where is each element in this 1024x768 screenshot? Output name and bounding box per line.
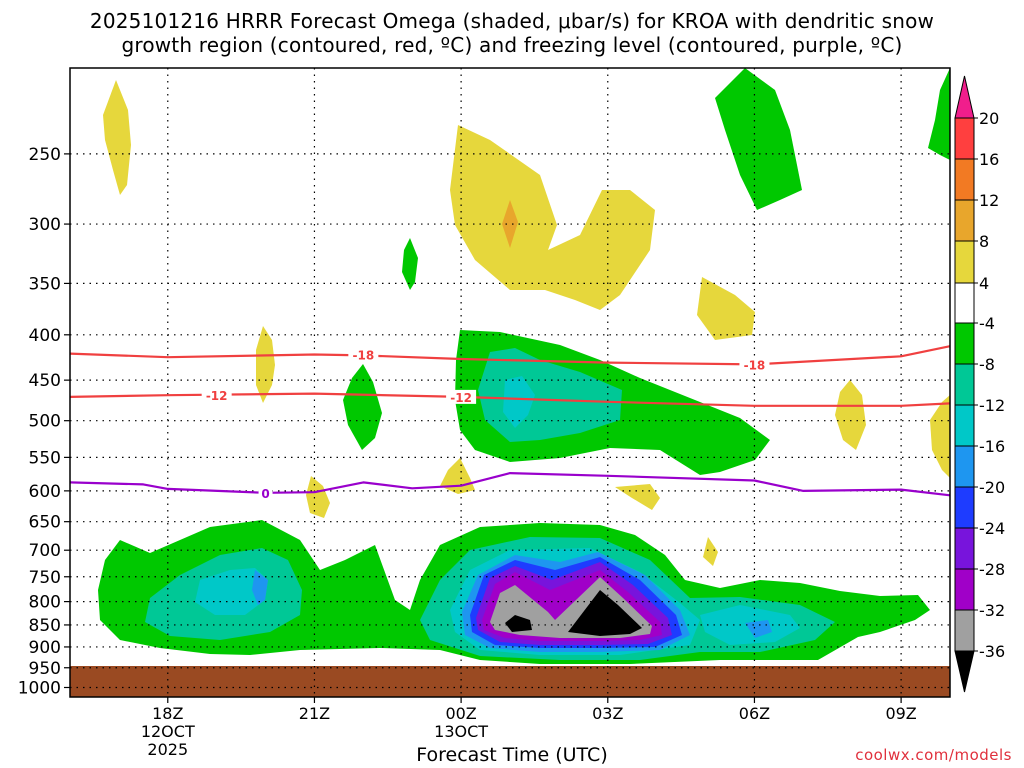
omega-negative-region — [503, 376, 535, 428]
colorbar-segment — [954, 240, 975, 284]
omega-shading — [70, 68, 950, 697]
colorbar: 20 16 12 8 4 -4 -8 -12 -16 -20 -24 -28 -32 -36 — [954, 75, 1005, 693]
colorbar-label: 4 — [979, 274, 989, 293]
y-tick-label: 250 — [29, 145, 61, 165]
colorbar-label: -16 — [979, 437, 1005, 456]
x-tick-label: 12OCT — [141, 722, 195, 741]
omega-negative-region — [343, 364, 382, 450]
colorbar-segment — [954, 282, 975, 324]
contour-label-bg — [739, 357, 770, 372]
colorbar-label: 20 — [979, 109, 999, 128]
colorbar-label: -24 — [979, 519, 1005, 538]
omega-negative-region — [928, 68, 950, 160]
x-tick-label: 03Z — [592, 704, 623, 723]
colorbar-label: 12 — [979, 191, 999, 210]
y-tick-label: 900 — [29, 638, 61, 658]
credit-link[interactable]: coolwx.com/models — [855, 746, 1012, 764]
y-tick-label: 500 — [29, 412, 61, 432]
colorbar-segment — [954, 199, 975, 242]
y-tick-label: 750 — [29, 568, 61, 588]
colorbar-segment — [954, 527, 975, 570]
y-tick-label: 600 — [29, 482, 61, 502]
omega-positive-region — [697, 277, 755, 340]
y-tick-label: 950 — [29, 659, 61, 679]
colorbar-segment — [954, 404, 975, 447]
y-tick-label: 350 — [29, 274, 61, 294]
y-tick-label: 450 — [29, 371, 61, 391]
contour-label-bg — [348, 347, 379, 362]
omega-negative-region — [195, 568, 268, 615]
colorbar-segment — [954, 445, 975, 488]
contour-label: -12 — [206, 389, 228, 403]
colorbar-segment — [954, 158, 975, 201]
colorbar-label: -20 — [979, 478, 1005, 497]
colorbar-label: -12 — [979, 396, 1005, 415]
ground-surface — [70, 666, 950, 697]
contour-label-bg — [201, 388, 232, 403]
y-tick-label: 850 — [29, 616, 61, 636]
contour-label: -18 — [744, 358, 766, 372]
y-tick-label: 400 — [29, 326, 61, 346]
contour-line — [69, 345, 951, 366]
chart-title-line-1: 2025101216 HRRR Forecast Omega (shaded, … — [89, 9, 935, 33]
colorbar-label: -28 — [979, 560, 1005, 579]
contour-label: -12 — [450, 391, 472, 405]
y-tick-label: 550 — [29, 448, 61, 468]
colorbar-segment — [954, 322, 975, 365]
y-tick-label: 650 — [29, 513, 61, 533]
colorbar-segment — [954, 609, 975, 652]
y-tick-label: 1000 — [18, 678, 61, 698]
contour-label-bg — [258, 485, 273, 500]
colorbar-label: -32 — [979, 601, 1005, 620]
x-tick-label: 06Z — [739, 704, 770, 723]
omega-negative-region — [402, 238, 418, 290]
temperature-contours: -18 -18 -12 -12 0 — [69, 345, 951, 501]
y-tick-label: 300 — [29, 215, 61, 235]
x-tick-label: 21Z — [299, 704, 330, 723]
colorbar-segment — [954, 568, 975, 611]
colorbar-label: 16 — [979, 150, 999, 169]
chart-grid — [70, 68, 950, 697]
omega-positive-region — [930, 395, 950, 478]
colorbar-segment — [954, 117, 975, 160]
x-tick-label: 13OCT — [434, 722, 488, 741]
omega-negative-region — [252, 570, 268, 605]
colorbar-segment — [954, 363, 975, 406]
omega-negative-region — [505, 615, 532, 632]
colorbar-label: -4 — [979, 314, 995, 333]
omega-negative-region — [715, 68, 802, 210]
x-tick-label: 09Z — [885, 704, 916, 723]
x-tick-label: 2025 — [147, 740, 188, 759]
omega-positive-region — [103, 80, 131, 195]
omega-negative-region — [745, 620, 772, 638]
colorbar-bottom-arrow — [954, 650, 975, 693]
contour-line — [69, 392, 951, 407]
colorbar-label: -8 — [979, 355, 995, 374]
colorbar-label: -36 — [979, 642, 1005, 661]
x-tick-label: 00Z — [445, 704, 476, 723]
omega-positive-region — [502, 200, 518, 248]
contour-line — [69, 472, 951, 497]
x-tick-label: 18Z — [152, 704, 183, 723]
contour-label: -18 — [352, 348, 374, 362]
plot-frame — [69, 67, 951, 698]
colorbar-label: 8 — [979, 232, 989, 251]
y-tick-label: 800 — [29, 593, 61, 613]
colorbar-segment — [954, 486, 975, 529]
omega-positive-region — [256, 326, 275, 403]
y-axis: 2503003504004505005506006507007508008509… — [18, 145, 70, 698]
omega-positive-region — [450, 125, 655, 310]
colorbar-top-arrow — [954, 75, 975, 119]
omega-positive-region — [306, 476, 330, 518]
x-axis-label: Forecast Time (UTC) — [416, 744, 608, 766]
contour-label: 0 — [261, 487, 269, 501]
omega-positive-region — [703, 537, 718, 566]
contour-label-bg — [446, 389, 477, 404]
y-tick-label: 700 — [29, 541, 61, 561]
chart-title-line-2: growth region (contoured, red, ºC) and f… — [121, 33, 903, 57]
omega-positive-region — [835, 380, 866, 450]
